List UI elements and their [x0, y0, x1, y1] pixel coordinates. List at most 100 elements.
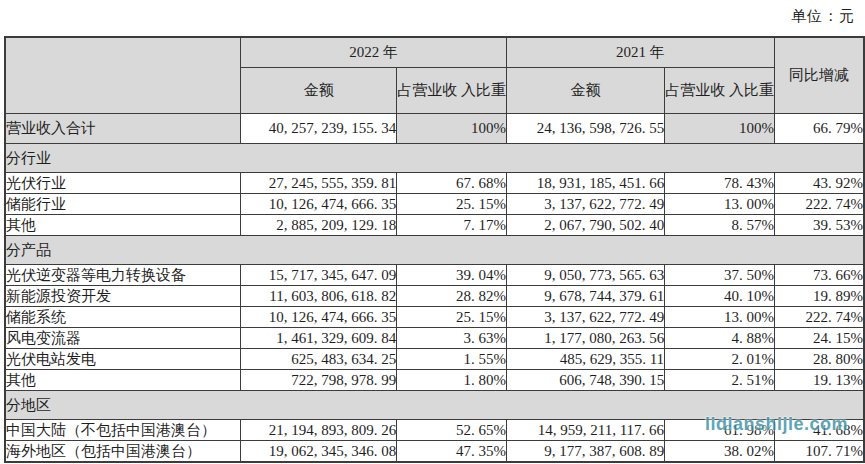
value-cell: 1, 177, 080, 263. 56: [507, 328, 665, 349]
value-cell: 1. 80%: [397, 370, 507, 391]
header-pct-2022: 占营业收 入比重: [397, 68, 507, 114]
value-cell: 3, 137, 622, 772. 49: [507, 307, 665, 328]
value-cell: 606, 748, 390. 15: [507, 370, 665, 391]
value-cell: 1. 55%: [397, 349, 507, 370]
value-cell: 39. 53%: [774, 215, 864, 236]
value-cell: 28. 80%: [774, 349, 864, 370]
table-row: 储能系统10, 126, 474, 666. 3525. 15%3, 137, …: [5, 307, 864, 328]
value-cell: 2, 885, 209, 129. 18: [241, 215, 397, 236]
table-row: 光伏行业27, 245, 555, 359. 8167. 68%18, 931,…: [5, 173, 864, 194]
table-header: 2022 年 2021 年 同比增减 金额 占营业收 入比重 金额 占营业收 入…: [5, 37, 864, 114]
value-cell: 10, 126, 474, 666. 35: [241, 194, 397, 215]
report-page: 单位：元 2022 年 2021 年 同比增减 金额 占营业收 入比重 金额 占…: [0, 0, 865, 464]
value-cell: 19. 89%: [774, 286, 864, 307]
value-cell: 485, 629, 355. 11: [507, 349, 665, 370]
value-cell: 40, 257, 239, 155. 34: [241, 114, 397, 144]
value-cell: 18, 931, 185, 451. 66: [507, 173, 665, 194]
value-cell: 107. 71%: [774, 441, 864, 463]
value-cell: 2. 01%: [665, 349, 775, 370]
value-cell: 24, 136, 598, 726. 55: [507, 114, 665, 144]
value-cell: 47. 35%: [397, 441, 507, 463]
value-cell: 13. 00%: [665, 307, 775, 328]
value-cell: 9, 050, 773, 565. 63: [507, 265, 665, 286]
value-cell: 66. 79%: [774, 114, 864, 144]
value-cell: 43. 92%: [774, 173, 864, 194]
value-cell: 19. 13%: [774, 370, 864, 391]
row-label: 海外地区（包括中国港澳台）: [5, 441, 241, 463]
value-cell: 73. 66%: [774, 265, 864, 286]
value-cell: 7. 17%: [397, 215, 507, 236]
value-cell: 28. 82%: [397, 286, 507, 307]
row-label: 光伏行业: [5, 173, 241, 194]
section-header-cell: 分地区: [5, 391, 864, 420]
row-label: 新能源投资开发: [5, 286, 241, 307]
value-cell: 3. 63%: [397, 328, 507, 349]
row-label: 其他: [5, 215, 241, 236]
value-cell: 21, 194, 893, 809. 26: [241, 420, 397, 441]
value-cell: 27, 245, 555, 359. 81: [241, 173, 397, 194]
table-body: 营业收入合计40, 257, 239, 155. 34100%24, 136, …: [5, 114, 864, 463]
value-cell: 15, 717, 345, 647. 09: [241, 265, 397, 286]
table-row: 新能源投资开发11, 603, 806, 618. 8228. 82%9, 67…: [5, 286, 864, 307]
value-cell: 52. 65%: [397, 420, 507, 441]
value-cell: 222. 74%: [774, 194, 864, 215]
table-row: 光伏逆变器等电力转换设备15, 717, 345, 647. 0939. 04%…: [5, 265, 864, 286]
value-cell: 9, 177, 387, 608. 89: [507, 441, 665, 463]
row-label: 光伏电站发电: [5, 349, 241, 370]
value-cell: 38. 02%: [665, 441, 775, 463]
value-cell: 25. 15%: [397, 194, 507, 215]
value-cell: 13. 00%: [665, 194, 775, 215]
header-amount-2022: 金额: [241, 68, 397, 114]
value-cell: 78. 43%: [665, 173, 775, 194]
value-cell: 222. 74%: [774, 307, 864, 328]
header-year-2021: 2021 年: [507, 37, 775, 68]
value-cell: 24. 15%: [774, 328, 864, 349]
value-cell: 9, 678, 744, 379. 61: [507, 286, 665, 307]
value-cell: 625, 483, 634. 25: [241, 349, 397, 370]
table-row: 其他2, 885, 209, 129. 187. 17%2, 067, 790,…: [5, 215, 864, 236]
value-cell: 10, 126, 474, 666. 35: [241, 307, 397, 328]
table-row: 营业收入合计40, 257, 239, 155. 34100%24, 136, …: [5, 114, 864, 144]
value-cell: 100%: [665, 114, 775, 144]
section-header-cell: 分行业: [5, 144, 864, 173]
header-amount-2021: 金额: [507, 68, 665, 114]
value-cell: 722, 798, 978. 99: [241, 370, 397, 391]
table-row: 海外地区（包括中国港澳台）19, 062, 345, 346. 0847. 35…: [5, 441, 864, 463]
table-row: 其他722, 798, 978. 991. 80%606, 748, 390. …: [5, 370, 864, 391]
value-cell: 3, 137, 622, 772. 49: [507, 194, 665, 215]
header-pct-2021: 占营业收 入比重: [665, 68, 775, 114]
value-cell: 14, 959, 211, 117. 66: [507, 420, 665, 441]
header-row-years: 2022 年 2021 年 同比增减: [5, 37, 864, 68]
table-row: 储能行业10, 126, 474, 666. 3525. 15%3, 137, …: [5, 194, 864, 215]
table-row: 分地区: [5, 391, 864, 420]
value-cell: 39. 04%: [397, 265, 507, 286]
header-year-2022: 2022 年: [241, 37, 507, 68]
table-row: 分行业: [5, 144, 864, 173]
row-label: 储能系统: [5, 307, 241, 328]
value-cell: 4. 88%: [665, 328, 775, 349]
value-cell: 11, 603, 806, 618. 82: [241, 286, 397, 307]
row-label: 风电变流器: [5, 328, 241, 349]
value-cell: 61. 98%: [665, 420, 775, 441]
revenue-breakdown-table: 2022 年 2021 年 同比增减 金额 占营业收 入比重 金额 占营业收 入…: [4, 36, 865, 463]
value-cell: 2, 067, 790, 502. 40: [507, 215, 665, 236]
corner-cell: [5, 37, 241, 114]
row-label: 其他: [5, 370, 241, 391]
value-cell: 25. 15%: [397, 307, 507, 328]
section-header-cell: 分产品: [5, 236, 864, 265]
table-row: 中国大陆（不包括中国港澳台）21, 194, 893, 809. 2652. 6…: [5, 420, 864, 441]
header-yoy-change: 同比增减: [774, 37, 864, 114]
unit-label: 单位：元: [791, 7, 855, 26]
value-cell: 37. 50%: [665, 265, 775, 286]
value-cell: 8. 57%: [665, 215, 775, 236]
value-cell: 2. 51%: [665, 370, 775, 391]
row-label: 储能行业: [5, 194, 241, 215]
table-row: 光伏电站发电625, 483, 634. 251. 55%485, 629, 3…: [5, 349, 864, 370]
row-label: 营业收入合计: [5, 114, 241, 144]
table-row: 风电变流器1, 461, 329, 609. 843. 63%1, 177, 0…: [5, 328, 864, 349]
row-label: 光伏逆变器等电力转换设备: [5, 265, 241, 286]
row-label: 中国大陆（不包括中国港澳台）: [5, 420, 241, 441]
value-cell: 100%: [397, 114, 507, 144]
value-cell: 40. 10%: [665, 286, 775, 307]
value-cell: 41. 68%: [774, 420, 864, 441]
